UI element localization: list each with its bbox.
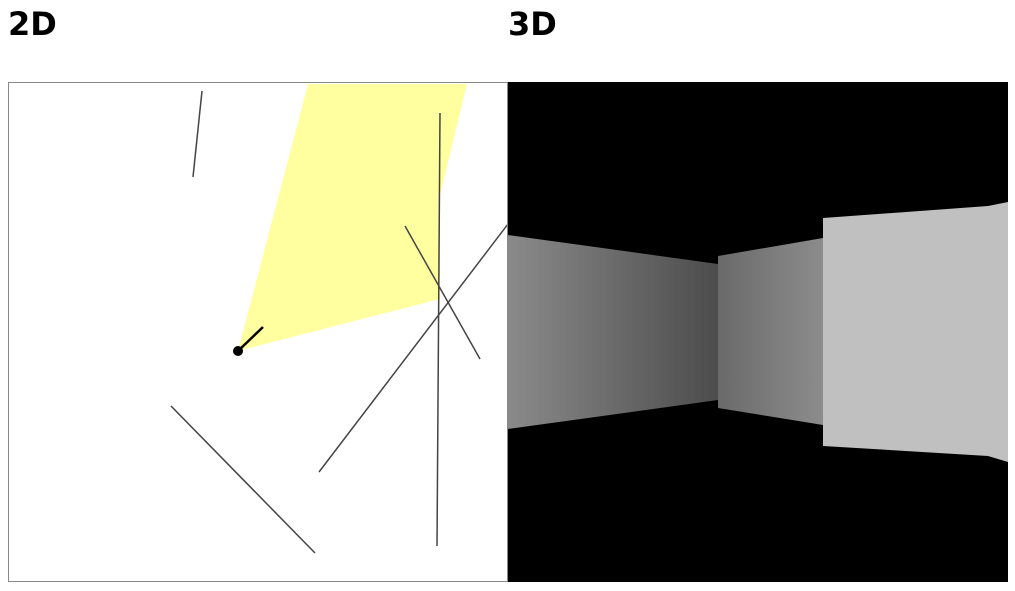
- map-2d-svg: [170, 84, 507, 554]
- heading-3d: 3D: [508, 5, 557, 43]
- view-cone: [238, 84, 467, 351]
- wall-segment: [318, 224, 507, 473]
- view-3d-canvas[interactable]: [508, 82, 1008, 582]
- direction-line-icon: [237, 326, 264, 352]
- view-3d-svg: [508, 202, 1008, 462]
- heading-2d: 2D: [8, 5, 57, 43]
- wall-segment: [404, 225, 481, 360]
- wall-slice-right: [823, 202, 1008, 462]
- wall-segment: [192, 90, 203, 178]
- wall-segment: [436, 112, 441, 547]
- map-2d-canvas[interactable]: [8, 82, 508, 582]
- wall-slice-middle: [718, 238, 823, 425]
- wall-slice-left: [508, 235, 718, 429]
- wall-segment: [170, 405, 316, 554]
- player-dot-icon[interactable]: [233, 346, 243, 356]
